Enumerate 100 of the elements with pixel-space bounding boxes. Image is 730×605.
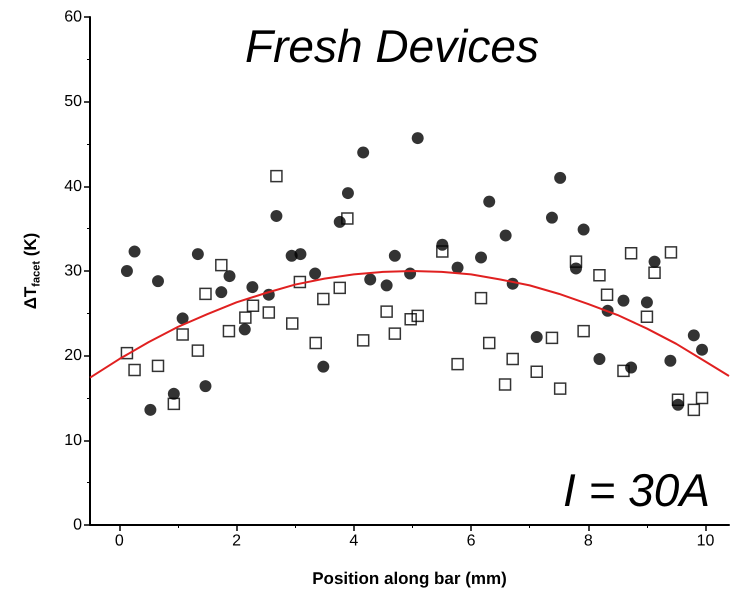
point xyxy=(617,364,630,378)
point xyxy=(482,336,496,350)
point xyxy=(270,210,282,222)
point xyxy=(436,245,449,258)
point xyxy=(554,172,566,184)
y-tick-label: 10 xyxy=(64,432,82,449)
y-tick-label: 30 xyxy=(64,262,82,280)
point xyxy=(356,334,370,347)
point xyxy=(664,246,678,259)
point xyxy=(640,296,653,308)
point xyxy=(262,306,276,319)
point xyxy=(341,212,354,225)
point xyxy=(688,404,700,416)
point xyxy=(500,229,512,242)
point xyxy=(152,275,164,288)
point xyxy=(530,366,543,378)
point xyxy=(578,224,590,236)
point xyxy=(192,344,204,357)
point xyxy=(317,292,330,306)
y-tick-label: 60 xyxy=(64,8,82,26)
point xyxy=(546,332,558,344)
point xyxy=(648,256,661,268)
point xyxy=(286,317,298,330)
x-tick-label: 4 xyxy=(349,532,358,550)
point xyxy=(128,364,141,376)
point xyxy=(570,262,582,274)
point xyxy=(246,299,260,312)
point xyxy=(570,255,582,268)
point xyxy=(380,279,393,292)
point xyxy=(239,311,252,324)
x-tick-label: 8 xyxy=(584,532,593,550)
x-tick-label: 0 xyxy=(114,532,124,550)
y-tick-label: 20 xyxy=(64,347,82,364)
point xyxy=(270,170,283,182)
point xyxy=(317,360,330,373)
point xyxy=(577,324,590,338)
point xyxy=(168,388,180,400)
point xyxy=(309,268,322,280)
point xyxy=(672,393,684,406)
point xyxy=(357,146,370,158)
point xyxy=(200,380,212,392)
point xyxy=(593,353,606,366)
point xyxy=(411,310,424,322)
point xyxy=(128,246,141,258)
point xyxy=(593,268,606,282)
x-axis-title: Position along bar (mm) xyxy=(312,569,507,588)
point xyxy=(600,288,614,301)
point xyxy=(506,352,519,366)
point xyxy=(294,248,306,260)
point xyxy=(451,358,464,370)
point xyxy=(215,286,228,298)
point xyxy=(617,294,630,307)
point xyxy=(334,216,346,228)
point xyxy=(483,196,496,208)
annotation: I = 30A xyxy=(562,464,710,516)
point xyxy=(648,266,661,279)
point xyxy=(176,312,189,324)
point xyxy=(152,360,164,372)
point xyxy=(224,270,236,282)
point xyxy=(664,354,676,367)
point xyxy=(294,276,306,288)
point xyxy=(192,248,204,260)
point xyxy=(404,313,417,326)
x-tick-label: 6 xyxy=(466,532,476,550)
point xyxy=(333,282,346,294)
point xyxy=(388,250,401,262)
point xyxy=(120,265,133,277)
point xyxy=(696,344,708,356)
point xyxy=(120,346,134,360)
point xyxy=(144,404,156,416)
point xyxy=(696,392,708,404)
point xyxy=(380,305,393,318)
point xyxy=(640,310,654,323)
point xyxy=(388,327,402,340)
y-tick-label: 0 xyxy=(73,516,82,534)
point xyxy=(475,251,488,264)
point xyxy=(624,246,638,260)
point xyxy=(342,187,354,200)
point xyxy=(364,273,376,286)
point xyxy=(474,292,488,304)
point xyxy=(238,323,251,336)
point xyxy=(215,258,228,272)
point xyxy=(530,331,543,344)
point xyxy=(176,328,189,341)
point xyxy=(168,398,180,410)
point xyxy=(309,336,322,350)
y-tick-label: 40 xyxy=(64,178,82,195)
point xyxy=(222,324,236,338)
x-tick-label: 2 xyxy=(232,532,242,550)
point xyxy=(546,212,558,224)
point xyxy=(554,382,566,395)
y-tick-label: 50 xyxy=(64,93,82,110)
point xyxy=(625,362,638,374)
chart-title: Fresh Devices xyxy=(245,20,539,72)
point xyxy=(246,281,258,294)
point xyxy=(199,288,212,300)
y-axis-title: ΔTfacet (K) xyxy=(21,232,42,310)
point xyxy=(688,329,700,342)
x-tick-label: 10 xyxy=(696,532,715,550)
point xyxy=(452,262,464,274)
